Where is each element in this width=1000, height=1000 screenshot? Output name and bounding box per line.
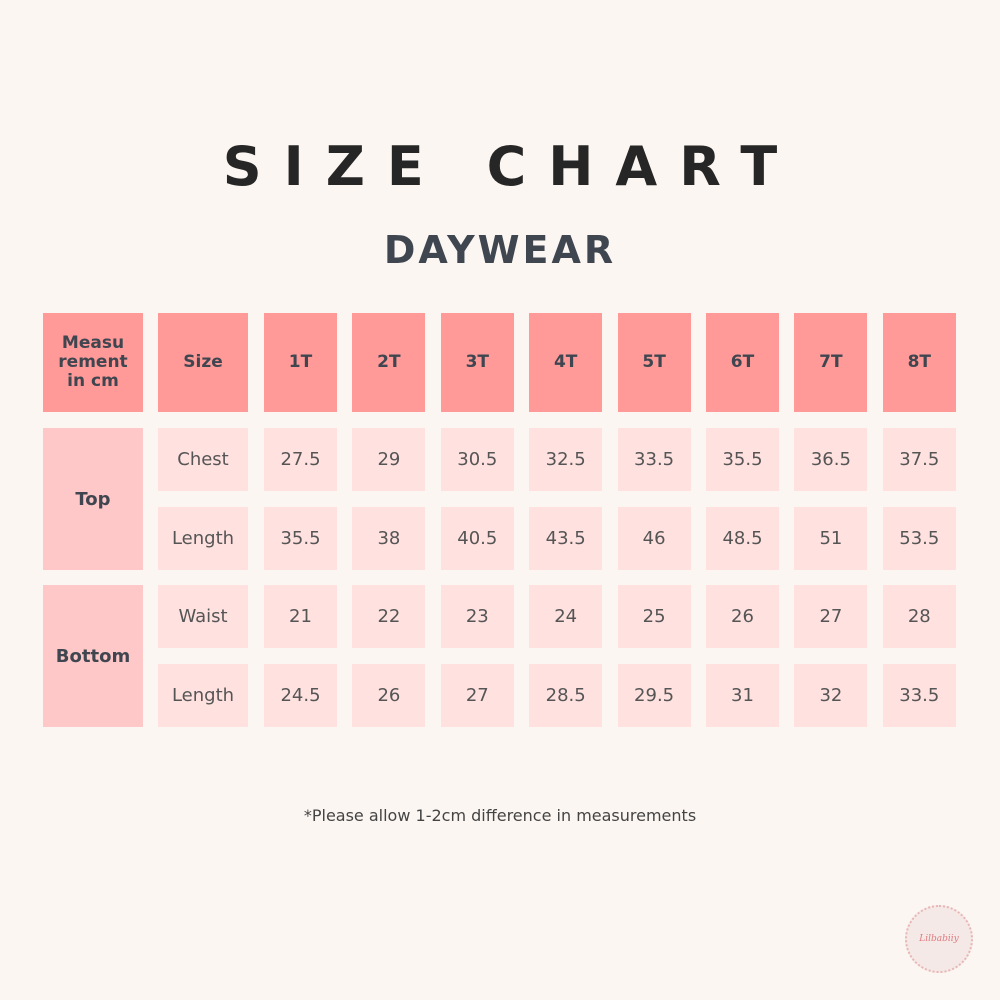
value-cell: 30.5 xyxy=(440,428,514,491)
value-cell: 35.5 xyxy=(264,507,337,570)
column-header: 4T xyxy=(529,313,603,412)
value-cell: 36.5 xyxy=(794,428,868,491)
value-cell: 28.5 xyxy=(529,664,603,727)
value-cell: 28 xyxy=(882,585,956,648)
value-cell: 25 xyxy=(617,585,691,648)
column-header: 8T xyxy=(882,313,956,412)
value-cell: 32 xyxy=(794,664,868,727)
row-label: Chest xyxy=(158,428,248,491)
group-label: Top xyxy=(43,428,143,570)
column-header: Size xyxy=(158,313,248,412)
title: SIZE CHART xyxy=(222,135,800,198)
note: *Please allow 1-2cm difference in measur… xyxy=(303,806,697,825)
row-label: Waist xyxy=(158,585,248,648)
value-cell: 31 xyxy=(706,664,779,727)
column-header: 2T xyxy=(352,313,426,412)
value-cell: 33.5 xyxy=(617,428,691,491)
value-cell: 37.5 xyxy=(882,428,956,491)
value-cell: 23 xyxy=(440,585,514,648)
value-cell: 29.5 xyxy=(617,664,691,727)
value-cell: 26 xyxy=(352,664,426,727)
value-cell: 24 xyxy=(529,585,603,648)
value-cell: 29 xyxy=(352,428,426,491)
value-cell: 35.5 xyxy=(706,428,779,491)
value-cell: 24.5 xyxy=(264,664,337,727)
value-cell: 38 xyxy=(352,507,426,570)
value-cell: 51 xyxy=(794,507,868,570)
value-cell: 40.5 xyxy=(440,507,514,570)
corner-line: rement xyxy=(58,352,128,372)
column-header: 3T xyxy=(440,313,514,412)
value-cell: 48.5 xyxy=(706,507,779,570)
value-cell: 43.5 xyxy=(529,507,603,570)
column-header: 5T xyxy=(617,313,691,412)
value-cell: 33.5 xyxy=(882,664,956,727)
column-header: 6T xyxy=(706,313,779,412)
value-cell: 26 xyxy=(706,585,779,648)
value-cell: 27 xyxy=(440,664,514,727)
corner-line: Measu xyxy=(61,333,125,353)
value-cell: 27.5 xyxy=(264,428,337,491)
value-cell: 46 xyxy=(617,507,691,570)
row-label: Length xyxy=(158,507,248,570)
value-cell: 21 xyxy=(264,585,337,648)
row-label: Length xyxy=(158,664,248,727)
corner-line: in cm xyxy=(67,371,119,391)
column-header: 7T xyxy=(794,313,868,412)
subtitle: DAYWEAR xyxy=(383,228,617,272)
value-cell: 27 xyxy=(794,585,868,648)
corner-header: Measu rement in cm xyxy=(43,313,143,412)
group-label: Bottom xyxy=(43,585,143,727)
value-cell: 53.5 xyxy=(882,507,956,570)
value-cell: 22 xyxy=(352,585,426,648)
logo: Lilbabiiy xyxy=(905,905,973,973)
value-cell: 32.5 xyxy=(529,428,603,491)
column-header: 1T xyxy=(264,313,337,412)
